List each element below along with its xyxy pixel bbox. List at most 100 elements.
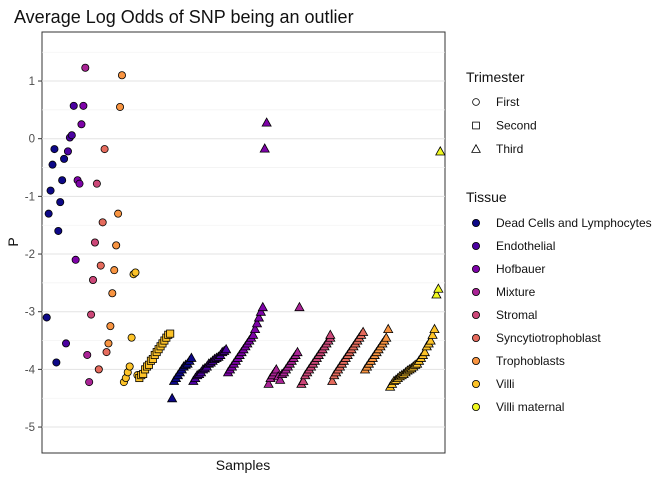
data-point <box>98 218 107 227</box>
data-point <box>89 275 98 284</box>
trimester-legend-title: Trimester <box>466 69 525 85</box>
data-point <box>67 131 76 140</box>
data-point <box>274 374 286 384</box>
legend-key-square <box>472 121 480 130</box>
legend-color-key <box>471 310 480 319</box>
data-point <box>71 255 80 264</box>
tissue-legend: Tissue Dead Cells and Lymphocytes Endothe… <box>466 189 652 414</box>
data-point <box>110 266 119 275</box>
legend-color-key <box>471 379 480 388</box>
data-point <box>263 378 274 388</box>
data-point <box>381 332 392 342</box>
data-point <box>253 312 265 322</box>
data-point <box>117 71 126 80</box>
data-point <box>58 176 67 185</box>
legend-label: Villi maternal <box>496 400 564 414</box>
plot-panel <box>41 31 446 454</box>
data-point <box>327 375 338 385</box>
data-point <box>114 209 123 218</box>
data-point <box>186 352 197 362</box>
y-tick-label: 1 <box>29 76 35 88</box>
legend-label: Hofbauer <box>496 262 545 276</box>
data-point <box>429 323 440 334</box>
legend-label: Trophoblasts <box>496 354 565 368</box>
data-point <box>50 145 59 154</box>
trimester-legend: Trimester First Second Third <box>466 69 537 156</box>
data-point <box>56 198 65 207</box>
data-point <box>166 392 178 403</box>
y-tick-label: -3 <box>25 307 35 319</box>
chart-title: Average Log Odds of SNP being an outlier <box>14 7 354 27</box>
data-point <box>46 186 55 195</box>
data-point <box>294 301 305 312</box>
data-point <box>96 261 105 270</box>
y-tick-label: 0 <box>29 134 35 146</box>
legend-color-key <box>471 333 480 342</box>
legend-label: First <box>496 95 520 109</box>
data-point <box>81 63 90 72</box>
data-point <box>431 289 442 299</box>
data-point <box>44 209 53 218</box>
data-point <box>63 147 72 156</box>
data-point <box>257 301 268 312</box>
grid-lines <box>42 51 445 428</box>
data-point <box>77 120 86 129</box>
legend-color-key <box>471 356 480 365</box>
data-point <box>127 333 136 342</box>
data-point <box>87 310 96 319</box>
data-point <box>271 364 282 374</box>
data-point <box>48 160 57 169</box>
legend-color-key <box>471 264 480 273</box>
data-point <box>94 365 103 374</box>
data-point <box>112 241 121 250</box>
data-point <box>69 101 78 110</box>
data-point <box>60 154 69 163</box>
data-point <box>433 283 444 293</box>
data-point <box>325 329 336 339</box>
data-point <box>292 346 303 357</box>
data-point <box>166 329 175 338</box>
legend-label: Mixture <box>496 285 536 299</box>
data-point <box>92 179 101 188</box>
data-point <box>62 339 71 348</box>
legend-label: Endothelial <box>496 239 555 253</box>
data-point <box>52 358 61 367</box>
data-point <box>125 362 134 371</box>
legend-label: Dead Cells and Lymphocytes <box>496 216 652 230</box>
y-tick-label: -4 <box>25 364 36 376</box>
legend-color-key <box>471 218 480 227</box>
panel-border <box>41 31 446 454</box>
data-point <box>108 289 117 298</box>
data-point <box>259 143 270 153</box>
y-tick-label: -1 <box>25 191 35 203</box>
legend-label: Syncytiotrophoblast <box>496 331 601 345</box>
y-tick-label: -5 <box>25 422 35 434</box>
legend-key-triangle <box>471 143 481 153</box>
data-point <box>255 306 267 316</box>
data-point <box>116 102 125 111</box>
legend-label: Third <box>496 142 523 156</box>
data-point <box>54 226 63 235</box>
data-point <box>261 117 272 127</box>
data-point <box>427 329 438 339</box>
data-point <box>247 329 259 339</box>
data-point <box>106 322 115 331</box>
legend-label: Villi <box>496 377 514 391</box>
data-point <box>131 268 140 277</box>
data-point <box>357 326 369 336</box>
data-points <box>42 63 446 403</box>
data-point <box>298 375 309 385</box>
legend-color-key <box>471 287 480 296</box>
legend-label: Second <box>496 119 537 133</box>
legend-key-circle <box>472 98 480 106</box>
data-point <box>104 339 113 348</box>
data-point <box>220 343 232 354</box>
y-axis-title: P <box>5 237 21 246</box>
data-point <box>100 145 109 154</box>
data-point <box>75 179 84 188</box>
data-point <box>249 323 261 334</box>
legend-color-key <box>471 241 480 250</box>
data-point <box>425 335 436 345</box>
legend-label: Stromal <box>496 308 537 322</box>
